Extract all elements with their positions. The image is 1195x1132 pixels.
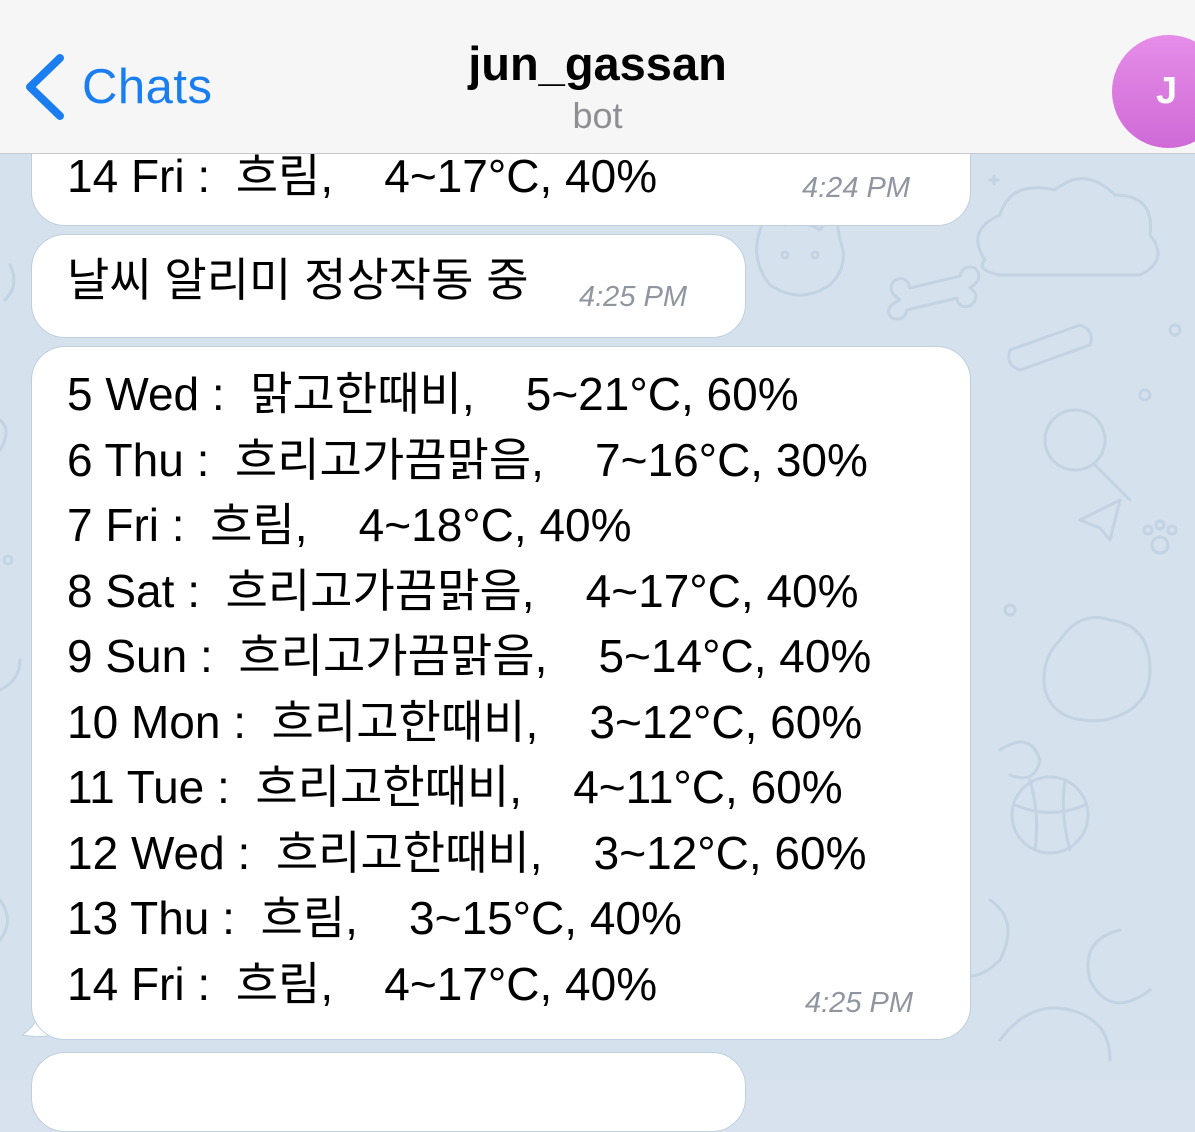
message-timestamp: 4:25 PM [805, 987, 913, 1019]
chat-title-block[interactable]: jun_gassan bot [0, 36, 1195, 138]
avatar[interactable]: J [1112, 35, 1195, 148]
message-text-line: 14 Fri : 흐림, 4~17°C, 40% [67, 957, 658, 1010]
message-text-line: 9 Sun : 흐리고가끔맑음, 5~14°C, 40% [67, 630, 872, 682]
message-text-line: 14 Fri : 흐림, 4~17°C, 40% [67, 150, 658, 202]
back-button[interactable]: Chats [22, 52, 213, 122]
message-text-line: 8 Sat : 흐리고가끔맑음, 4~17°C, 40% [67, 564, 859, 617]
message-text-line: 날씨 알리미 정상작동 중 [67, 254, 529, 306]
message-bubble-partial[interactable] [31, 1052, 746, 1132]
message-bubble[interactable]: 날씨 알리미 정상작동 중 4:25 PM [31, 234, 746, 338]
message-bubble[interactable]: 5 Wed : 맑고한때비, 5~21°C, 60% 6 Thu : 흐리고가끔… [31, 346, 971, 1040]
message-text-line: 10 Mon : 흐리고한때비, 3~12°C, 60% [67, 695, 863, 748]
chevron-left-icon [26, 54, 64, 120]
message-text-line: 12 Wed : 흐리고한때비, 3~12°C, 60% [67, 826, 867, 879]
back-button-label: Chats [82, 60, 213, 114]
message-text-line: 7 Fri : 흐림, 4~18°C, 40% [67, 499, 632, 551]
message-text-line: 6 Thu : 흐리고가끔맑음, 7~16°C, 30% [67, 433, 868, 486]
message-text-line: 11 Tue : 흐리고한때비, 4~11°C, 60% [67, 761, 843, 813]
wallpaper-doodles-icon [0, 174, 1182, 1062]
message-text-line: 13 Thu : 흐림, 3~15°C, 40% [67, 892, 682, 944]
message-timestamp: 4:24 PM [802, 172, 910, 204]
chat-title: jun_gassan [468, 37, 727, 90]
chat-header: Chats jun_gassan bot J [0, 0, 1195, 154]
message-timestamp: 4:25 PM [579, 281, 687, 313]
chat-subtitle: bot [572, 95, 623, 136]
message-text-line: 5 Wed : 맑고한때비, 5~21°C, 60% [67, 368, 799, 420]
avatar-initial: J [1156, 70, 1178, 112]
